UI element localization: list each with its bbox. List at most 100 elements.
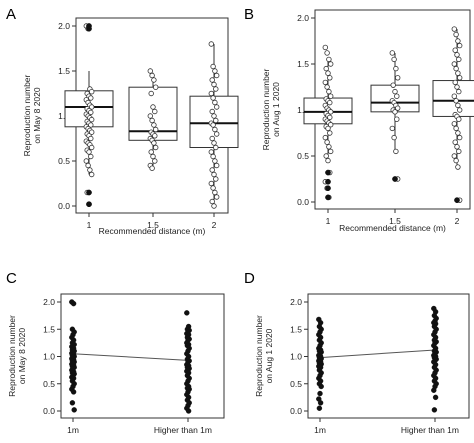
- data-point: [395, 105, 401, 111]
- y-axis-label: on Aug 1 2020: [271, 82, 281, 137]
- data-point: [325, 157, 331, 164]
- data-point: [70, 389, 77, 395]
- data-point: [88, 129, 95, 135]
- data-point: [389, 50, 395, 56]
- data-point: [87, 167, 93, 173]
- y-tick-label: 2.0: [58, 21, 70, 31]
- x-axis-label: Recommended distance (m): [339, 223, 446, 233]
- x-tick-label: 1: [87, 220, 92, 230]
- data-point: [210, 63, 216, 70]
- x-tick-label: 2: [455, 216, 460, 226]
- y-tick-label: 1.5: [297, 59, 309, 69]
- y-tick-label: 0.0: [297, 197, 309, 207]
- data-point: [210, 95, 216, 101]
- data-point: [213, 117, 219, 124]
- panel-c: 0.0 0.5 1.0 1.5 2.0 1m Higher than 1m Reproduct…: [7, 293, 225, 435]
- data-point: [152, 108, 158, 115]
- data-point: [208, 41, 214, 47]
- data-point: [88, 135, 94, 142]
- data-point: [391, 56, 397, 63]
- data-point: [455, 130, 461, 136]
- outlier-point: [454, 197, 460, 204]
- data-point: [457, 107, 463, 113]
- data-point: [151, 77, 157, 83]
- data-point: [213, 104, 220, 110]
- data-point: [212, 189, 218, 196]
- data-point: [211, 113, 217, 119]
- data-point: [318, 383, 324, 390]
- data-point: [453, 31, 459, 38]
- data-point: [452, 79, 458, 86]
- x-tick-label: 1.5: [389, 216, 401, 226]
- data-point: [451, 153, 457, 159]
- data-point: [213, 162, 220, 169]
- data-point: [151, 122, 157, 128]
- data-point: [85, 162, 91, 169]
- data-point: [395, 75, 401, 81]
- data-point: [147, 68, 153, 74]
- data-point: [71, 407, 77, 413]
- data-point: [211, 203, 217, 209]
- data-point: [453, 98, 459, 104]
- panel-letter-d: D: [244, 270, 255, 287]
- data-point: [212, 68, 218, 74]
- x-tick-label: Higher than 1m: [401, 425, 459, 435]
- data-point: [394, 93, 400, 99]
- x-tick-label: 1.5: [147, 220, 159, 230]
- data-point: [148, 90, 154, 97]
- y-axis-label: Reproduction number: [261, 68, 271, 150]
- outlier-point: [86, 189, 92, 196]
- data-point: [454, 84, 460, 90]
- data-point: [152, 84, 159, 90]
- data-point: [455, 38, 461, 44]
- data-point: [327, 75, 333, 81]
- data-point: [451, 26, 457, 32]
- panel-letter-b: B: [244, 6, 254, 23]
- data-point: [452, 139, 458, 145]
- data-point: [86, 149, 92, 155]
- data-point: [150, 153, 156, 160]
- data-point: [393, 148, 399, 155]
- trend-line: [319, 349, 436, 359]
- data-point: [213, 176, 219, 182]
- data-point: [452, 47, 458, 53]
- data-point: [208, 180, 214, 187]
- data-point: [455, 164, 461, 170]
- data-point: [394, 116, 400, 122]
- data-point: [431, 407, 438, 413]
- data-point: [210, 122, 216, 128]
- outlier-point: [86, 201, 92, 208]
- data-point: [209, 108, 215, 115]
- y-axis-label: on May 8 2020: [32, 87, 42, 144]
- y-axis-label: on Aug 1 2020: [264, 328, 274, 383]
- y-tick-label: 0.5: [58, 156, 70, 166]
- data-point: [389, 125, 395, 132]
- data-point: [328, 148, 334, 155]
- data-point: [149, 117, 155, 124]
- data-point: [212, 126, 218, 133]
- data-point: [185, 408, 192, 414]
- data-point: [325, 125, 331, 132]
- data-point: [208, 149, 214, 155]
- data-point: [212, 158, 218, 164]
- data-point: [455, 102, 461, 109]
- data-point: [211, 81, 217, 88]
- data-point: [88, 153, 94, 160]
- data-point: [209, 77, 215, 83]
- data-point: [457, 75, 463, 81]
- data-point: [213, 86, 219, 92]
- data-point: [88, 116, 95, 123]
- data-point: [326, 56, 332, 63]
- data-point: [454, 144, 460, 150]
- data-point: [456, 116, 462, 122]
- data-point: [322, 134, 328, 141]
- y-tick-label: 0.5: [297, 151, 309, 161]
- outlier-point: [325, 178, 331, 185]
- data-point: [150, 104, 156, 110]
- plot-frame: [307, 293, 470, 419]
- data-point: [88, 109, 94, 116]
- panel-d: 0.0 0.5 1.0 1.5 2.0 1m Higher than 1m Reproduct…: [254, 293, 470, 435]
- panel-b: 0.0 0.5 1.0 1.5 2.0 1 1.5 2 Recommended distance…: [261, 9, 474, 233]
- data-point: [393, 65, 399, 72]
- data-point: [325, 70, 331, 76]
